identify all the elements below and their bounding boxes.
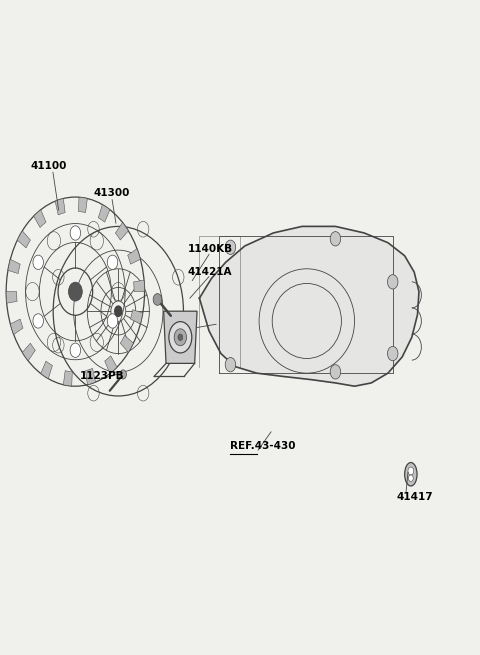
Polygon shape — [164, 311, 197, 364]
Polygon shape — [199, 227, 419, 386]
Polygon shape — [63, 371, 72, 386]
Polygon shape — [85, 368, 96, 384]
Circle shape — [169, 322, 192, 353]
Circle shape — [330, 232, 341, 246]
Text: 41421A: 41421A — [188, 267, 232, 276]
Circle shape — [114, 305, 122, 317]
Circle shape — [330, 365, 341, 379]
Polygon shape — [128, 249, 140, 264]
Circle shape — [107, 255, 118, 269]
Polygon shape — [6, 291, 17, 303]
Text: 1123PB: 1123PB — [80, 371, 125, 381]
Text: 41417: 41417 — [396, 493, 433, 502]
Polygon shape — [98, 204, 110, 222]
Circle shape — [153, 293, 162, 305]
Polygon shape — [55, 198, 65, 215]
Ellipse shape — [405, 462, 417, 486]
Polygon shape — [105, 356, 117, 373]
Polygon shape — [78, 197, 87, 213]
Polygon shape — [120, 335, 133, 352]
Text: 41300: 41300 — [93, 189, 130, 198]
Polygon shape — [23, 343, 36, 361]
Text: 41100: 41100 — [31, 161, 67, 171]
Circle shape — [408, 467, 414, 475]
Circle shape — [387, 346, 398, 361]
Circle shape — [225, 240, 236, 254]
Circle shape — [69, 282, 82, 301]
Circle shape — [33, 314, 44, 328]
Circle shape — [387, 274, 398, 289]
Polygon shape — [41, 361, 52, 379]
Circle shape — [70, 343, 81, 358]
Polygon shape — [34, 210, 46, 227]
Circle shape — [107, 314, 118, 328]
Circle shape — [70, 226, 81, 240]
Polygon shape — [131, 310, 143, 324]
Polygon shape — [11, 319, 23, 335]
Polygon shape — [115, 223, 128, 240]
Circle shape — [178, 334, 183, 341]
Text: REF.43-430: REF.43-430 — [229, 441, 295, 451]
Circle shape — [33, 255, 44, 269]
Circle shape — [225, 358, 236, 372]
Polygon shape — [17, 231, 30, 248]
Circle shape — [120, 370, 126, 379]
Circle shape — [174, 329, 187, 346]
Circle shape — [408, 475, 413, 481]
Polygon shape — [8, 259, 20, 274]
Polygon shape — [133, 280, 144, 291]
Text: 1140KB: 1140KB — [188, 244, 233, 254]
